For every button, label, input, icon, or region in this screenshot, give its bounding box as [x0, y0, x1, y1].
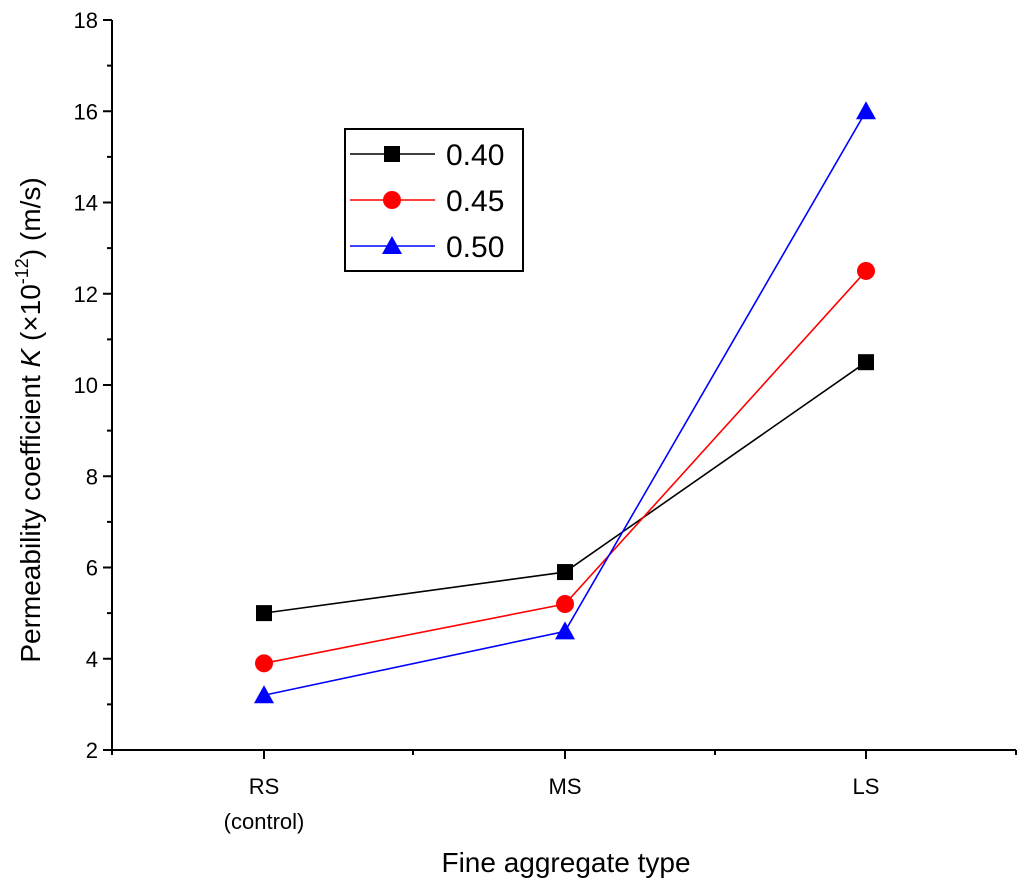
data-point [557, 564, 573, 581]
y-axis-title-pre: Permeability coefficient [15, 367, 46, 662]
x-tick-label: LS [853, 774, 880, 799]
series-layer [254, 101, 876, 704]
x-tick-label: MS [549, 774, 582, 799]
y-axis-title-exp: -12 [12, 258, 32, 284]
y-tick-label: 2 [86, 738, 98, 763]
y-axis-title: Permeability coefficient K (×10-12) (m/s… [12, 177, 46, 662]
legend-marker [383, 191, 401, 209]
legend-marker [382, 236, 402, 254]
legend-label: 0.50 [446, 231, 504, 264]
y-axis-title-post: ) (m/s) [15, 177, 46, 258]
data-point [555, 621, 575, 640]
series-0.50 [254, 101, 876, 704]
axes: 2 4 6 8 10 12 14 16 18 RS (control) MS LS [74, 8, 1017, 834]
y-tick-label: 12 [74, 282, 98, 307]
y-tick-label: 16 [74, 99, 98, 124]
x-axis-title: Fine aggregate type [441, 847, 690, 878]
data-point [255, 654, 273, 673]
legend-marker [384, 146, 400, 162]
data-point [858, 354, 874, 371]
data-point [856, 101, 876, 120]
data-point [857, 261, 875, 280]
x-tick-sublabel: (control) [224, 809, 305, 834]
data-point [254, 685, 274, 704]
legend: 0.40 0.45 0.50 [344, 128, 524, 272]
x-tick-label: RS [249, 774, 280, 799]
y-tick-label: 10 [74, 373, 98, 398]
legend-label: 0.45 [446, 185, 504, 218]
y-tick-label: 8 [86, 464, 98, 489]
series-0.45 [255, 261, 875, 673]
legend-label: 0.40 [446, 139, 504, 172]
y-tick-label: 18 [74, 8, 98, 33]
y-tick-label: 4 [86, 647, 98, 672]
y-tick-label: 6 [86, 556, 98, 581]
series-0.40 [256, 354, 874, 622]
data-point [256, 605, 272, 622]
data-point [556, 595, 574, 613]
y-tick-label: 14 [74, 191, 98, 216]
y-axis-title-var: K [15, 347, 46, 367]
y-axis-title-mid: (×10 [15, 284, 46, 349]
